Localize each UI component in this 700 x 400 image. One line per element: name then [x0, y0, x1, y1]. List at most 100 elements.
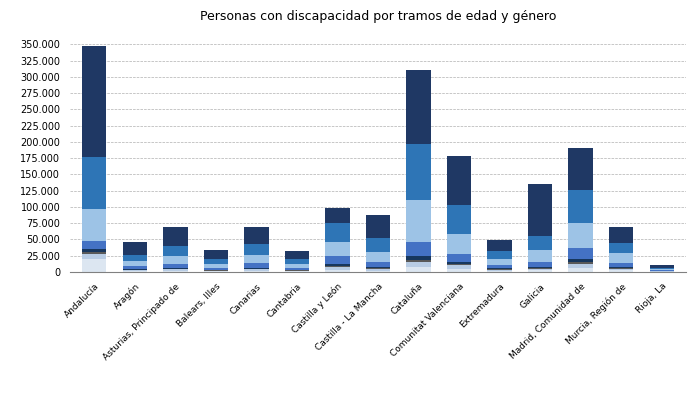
Bar [285, 264, 309, 268]
Bar [82, 254, 106, 259]
Bar [609, 269, 634, 270]
Bar [528, 268, 552, 269]
Bar [528, 236, 552, 250]
Bar [82, 249, 106, 252]
Bar [326, 208, 349, 222]
Bar [122, 270, 147, 271]
Bar [447, 205, 471, 234]
Bar [528, 250, 552, 262]
Bar [609, 270, 634, 272]
Bar [609, 267, 634, 268]
Bar [528, 267, 552, 268]
Bar [204, 259, 228, 264]
Bar [650, 270, 674, 271]
Bar [163, 228, 188, 246]
Bar [163, 271, 188, 272]
Bar [163, 264, 188, 268]
Bar [326, 270, 349, 272]
Bar [650, 269, 674, 270]
Bar [609, 243, 634, 254]
Bar [326, 266, 349, 268]
Bar [568, 248, 593, 259]
Bar [407, 144, 430, 200]
Bar [528, 269, 552, 270]
Bar [447, 234, 471, 254]
Bar [568, 190, 593, 223]
Bar [163, 269, 188, 271]
Bar [407, 242, 430, 256]
Bar [407, 262, 430, 267]
Bar [285, 268, 309, 270]
Bar [568, 148, 593, 190]
Bar [204, 270, 228, 271]
Bar [650, 268, 674, 269]
Bar [366, 271, 390, 272]
Bar [122, 242, 147, 254]
Bar [82, 259, 106, 272]
Bar [568, 268, 593, 272]
Bar [285, 251, 309, 259]
Bar [122, 271, 147, 272]
Title: Personas con discapacidad por tramos de edad y género: Personas con discapacidad por tramos de … [199, 10, 556, 23]
Bar [407, 70, 430, 144]
Bar [447, 156, 471, 205]
Bar [163, 246, 188, 256]
Bar [366, 252, 390, 262]
Bar [568, 259, 593, 262]
Bar [609, 262, 634, 267]
Bar [447, 266, 471, 269]
Bar [285, 259, 309, 264]
Bar [366, 268, 390, 269]
Bar [244, 228, 269, 244]
Bar [366, 269, 390, 271]
Bar [366, 262, 390, 267]
Bar [326, 222, 349, 242]
Bar [244, 271, 269, 272]
Bar [163, 268, 188, 269]
Bar [609, 254, 634, 262]
Bar [204, 250, 228, 259]
Bar [244, 263, 269, 268]
Bar [204, 268, 228, 270]
Bar [285, 271, 309, 272]
Bar [568, 223, 593, 248]
Bar [326, 264, 349, 266]
Bar [407, 260, 430, 262]
Bar [122, 254, 147, 261]
Bar [487, 240, 512, 251]
Bar [244, 269, 269, 271]
Bar [528, 262, 552, 267]
Bar [366, 215, 390, 238]
Bar [82, 242, 106, 249]
Bar [366, 238, 390, 252]
Bar [407, 200, 430, 242]
Bar [568, 264, 593, 268]
Bar [326, 256, 349, 264]
Bar [244, 268, 269, 269]
Bar [122, 269, 147, 270]
Bar [366, 267, 390, 268]
Bar [82, 46, 106, 157]
Bar [447, 264, 471, 266]
Bar [326, 242, 349, 256]
Bar [407, 267, 430, 272]
Bar [487, 268, 512, 269]
Bar [487, 251, 512, 259]
Bar [487, 269, 512, 270]
Bar [163, 256, 188, 264]
Bar [407, 256, 430, 260]
Bar [568, 262, 593, 264]
Bar [82, 209, 106, 242]
Bar [487, 265, 512, 268]
Bar [82, 252, 106, 254]
Bar [528, 270, 552, 272]
Bar [609, 227, 634, 243]
Bar [487, 271, 512, 272]
Bar [204, 271, 228, 272]
Bar [204, 264, 228, 268]
Bar [447, 262, 471, 264]
Bar [326, 268, 349, 270]
Bar [122, 266, 147, 269]
Bar [487, 259, 512, 265]
Bar [528, 184, 552, 236]
